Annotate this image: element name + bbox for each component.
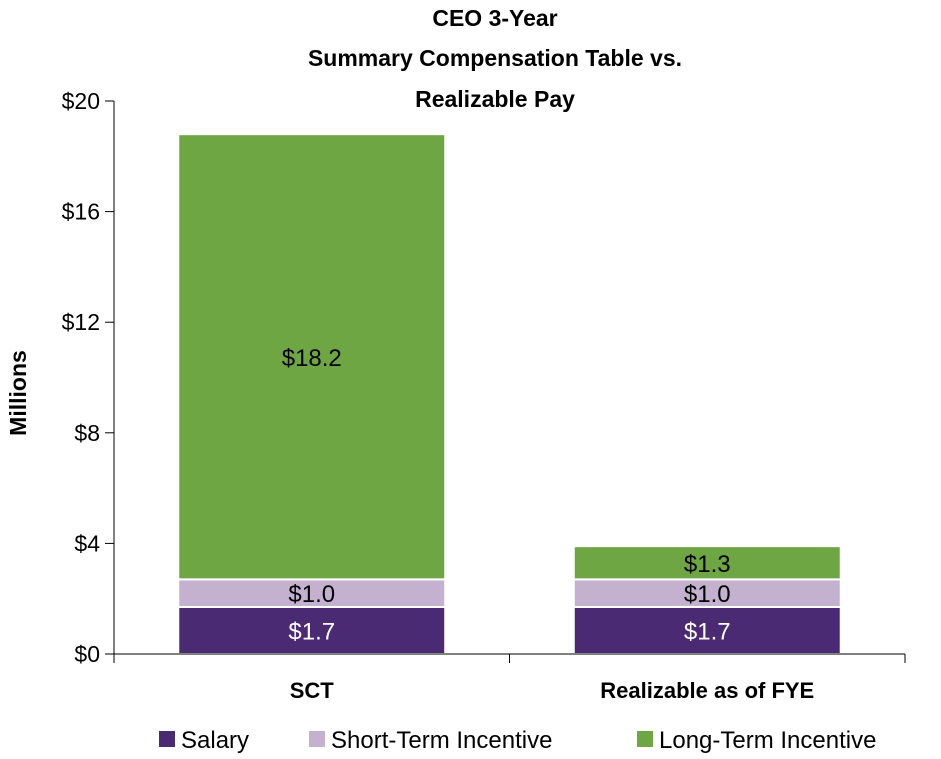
- bar-short-term-incentive-sct: [177, 578, 447, 608]
- bar-salary-realizable-as-of-fye: [572, 605, 842, 655]
- legend-label-short-term-incentive: Short-Term Incentive: [331, 727, 552, 754]
- data-label-salary-sct: $1.7: [288, 618, 335, 645]
- legend: Salary Short-Term Incentive Long-Term Ince…: [159, 727, 876, 754]
- legend-label-salary: Salary: [181, 727, 249, 754]
- chart-title-line-1: CEO 3-Year: [432, 5, 557, 31]
- chart-title: CEO 3-Year Summary Compensation Table vs…: [308, 5, 682, 112]
- chart-title-line-2: Summary Compensation Table vs.: [308, 45, 682, 71]
- bar-series-group: $1.7 $1.0 $18.2 $1.7 $1.0 $1.3: [177, 133, 842, 655]
- y-tick-label: $20: [62, 88, 100, 114]
- y-tick-label: $12: [62, 309, 100, 335]
- data-label-short-term-incentive-realizable-as-of-fye: $1.0: [684, 581, 731, 608]
- legend-swatch-short-term-incentive: [309, 731, 325, 747]
- bar-long-term-incentive-sct: [177, 133, 447, 581]
- axes: $0 $4 $8 $12 $16 $20 SCT Realizable as of FYE: [62, 88, 906, 703]
- bar-long-term-incentive-realizable-as-of-fye: [572, 545, 842, 581]
- legend-swatch-long-term-incentive: [637, 731, 653, 747]
- data-label-long-term-incentive-sct: $18.2: [282, 345, 342, 372]
- chart-title-line-3: Realizable Pay: [415, 86, 575, 112]
- data-label-long-term-incentive-realizable-as-of-fye: $1.3: [684, 551, 731, 578]
- x-category-label: Realizable as of FYE: [600, 678, 814, 703]
- bar-salary-sct: [177, 605, 447, 655]
- data-label-salary-realizable-as-of-fye: $1.7: [684, 618, 731, 645]
- legend-label-long-term-incentive: Long-Term Incentive: [659, 727, 876, 754]
- legend-swatch-salary: [159, 731, 175, 747]
- y-axis-label: Millions: [5, 350, 31, 436]
- y-tick-label: $8: [74, 420, 100, 446]
- y-tick-label: $0: [74, 641, 100, 667]
- x-category-label: SCT: [290, 678, 335, 703]
- data-label-short-term-incentive-sct: $1.0: [288, 581, 335, 608]
- y-tick-label: $16: [62, 199, 100, 225]
- y-tick-label: $4: [74, 530, 100, 556]
